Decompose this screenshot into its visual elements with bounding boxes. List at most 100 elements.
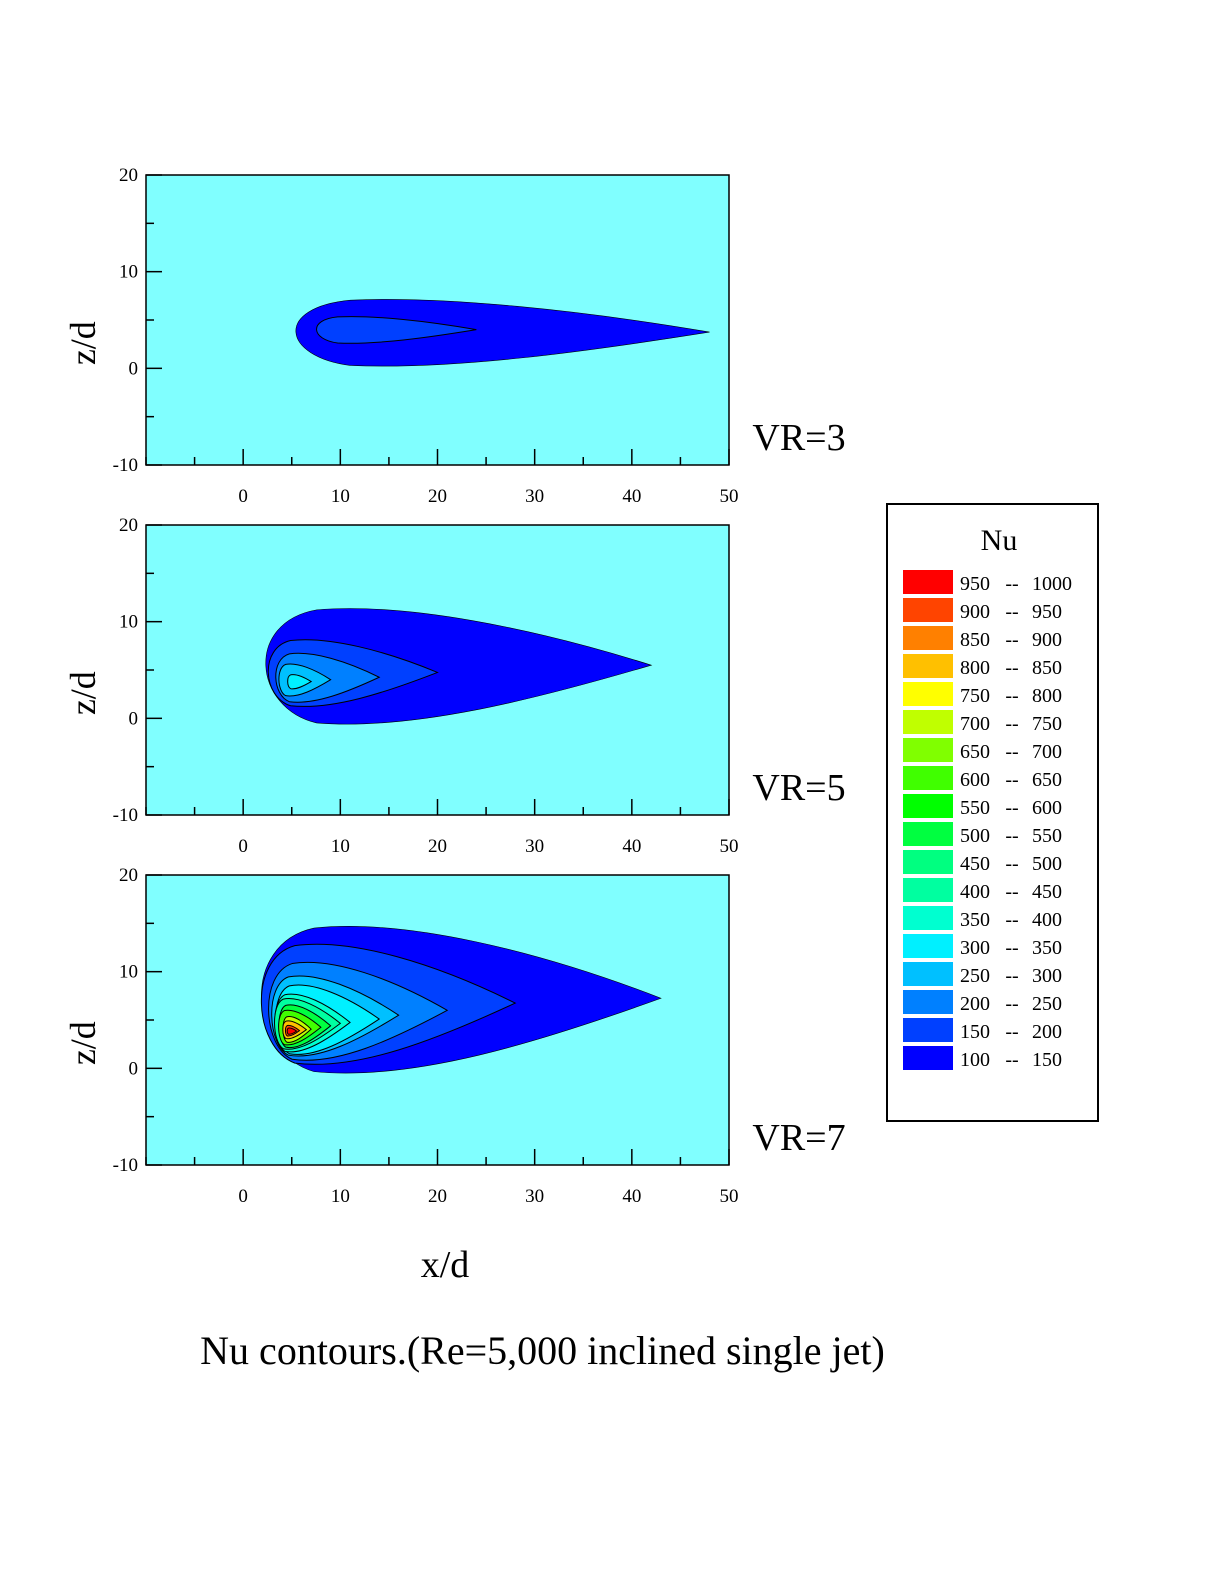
- legend-swatch: [903, 738, 953, 762]
- x-tick-label: 0: [238, 486, 248, 507]
- legend-title: Nu: [981, 524, 1018, 557]
- x-tick-label: 10: [331, 486, 350, 507]
- legend-range-low: 950: [960, 573, 990, 595]
- contour-regions: [295, 299, 710, 367]
- legend-range-sep: --: [1005, 909, 1018, 931]
- legend-swatch: [903, 710, 953, 734]
- y-axis-label: z/d: [63, 321, 103, 365]
- contour-region: [316, 316, 477, 344]
- figure-caption: Nu contours.(Re=5,000 inclined single je…: [200, 1328, 885, 1373]
- legend-swatch: [903, 654, 953, 678]
- legend-range-sep: --: [1005, 741, 1018, 763]
- legend-range-sep: --: [1005, 825, 1018, 847]
- legend-range-low: 900: [960, 601, 990, 623]
- legend-item: 800 -- 850: [903, 654, 1062, 679]
- legend-range-low: 600: [960, 769, 990, 791]
- legend-range-high: 700: [1032, 741, 1062, 763]
- legend-swatch: [903, 682, 953, 706]
- legend-swatch: [903, 794, 953, 818]
- x-tick-label: 50: [720, 836, 739, 857]
- legend-range-low: 850: [960, 629, 990, 651]
- x-tick-label: 20: [428, 836, 447, 857]
- panel-label: VR=7: [752, 1117, 845, 1159]
- x-tick-label: 40: [622, 486, 641, 507]
- panel-label: VR=5: [752, 767, 845, 809]
- legend-item: 450 -- 500: [903, 850, 1062, 875]
- legend-item: 500 -- 550: [903, 822, 1062, 847]
- y-axis-label: z/d: [63, 671, 103, 715]
- legend-range-low: 500: [960, 825, 990, 847]
- y-tick-label: -10: [113, 805, 138, 826]
- legend-swatch: [903, 1018, 953, 1042]
- legend-range-low: 250: [960, 965, 990, 987]
- legend-range-high: 300: [1032, 965, 1062, 987]
- legend-swatch: [903, 598, 953, 622]
- legend-range-sep: --: [1005, 937, 1018, 959]
- legend-range-high: 950: [1032, 601, 1062, 623]
- legend-item: 200 -- 250: [903, 990, 1062, 1015]
- x-axis-label: x/d: [421, 1244, 470, 1286]
- legend-swatch: [903, 934, 953, 958]
- legend-item: 400 -- 450: [903, 878, 1062, 903]
- y-tick-label: 20: [119, 165, 138, 186]
- legend-range-sep: --: [1005, 657, 1018, 679]
- legend-range-sep: --: [1005, 713, 1018, 735]
- legend-range-high: 1000: [1032, 573, 1072, 595]
- legend-range-high: 850: [1032, 657, 1062, 679]
- contour-region: [287, 674, 313, 690]
- legend-item: 550 -- 600: [903, 794, 1062, 819]
- legend-range-high: 200: [1032, 1021, 1062, 1043]
- legend-range-sep: --: [1005, 797, 1018, 819]
- legend-range-sep: --: [1005, 769, 1018, 791]
- legend-range-low: 200: [960, 993, 990, 1015]
- x-tick-label: 30: [525, 836, 544, 857]
- legend-range-high: 400: [1032, 909, 1062, 931]
- contour-panel: 0 10 20 30 40 50 -10 0 10 20 z/d VR=3: [63, 165, 846, 507]
- legend-swatch: [903, 906, 953, 930]
- legend-range-high: 600: [1032, 797, 1062, 819]
- legend-swatch: [903, 850, 953, 874]
- legend-range-low: 400: [960, 881, 990, 903]
- contour-regions: [260, 926, 662, 1074]
- x-tick-label: 0: [238, 836, 248, 857]
- y-tick-label: 10: [119, 962, 138, 983]
- y-axis-label: z/d: [63, 1021, 103, 1065]
- x-tick-label: 40: [622, 836, 641, 857]
- x-tick-label: 40: [622, 1186, 641, 1207]
- x-tick-label: 20: [428, 1186, 447, 1207]
- legend-range-sep: --: [1005, 1021, 1018, 1043]
- y-tick-label: 10: [119, 262, 138, 283]
- panel-label: VR=3: [752, 417, 845, 459]
- legend-item: 100 -- 150: [903, 1046, 1062, 1071]
- legend-item: 600 -- 650: [903, 766, 1062, 791]
- legend-range-sep: --: [1005, 1049, 1018, 1071]
- legend-swatch: [903, 570, 953, 594]
- legend-item: 700 -- 750: [903, 710, 1062, 735]
- x-tick-label: 50: [720, 486, 739, 507]
- legend-item: 350 -- 400: [903, 906, 1062, 931]
- y-tick-label: 0: [129, 708, 139, 729]
- legend-range-low: 650: [960, 741, 990, 763]
- legend-swatch: [903, 878, 953, 902]
- legend-range-sep: --: [1005, 573, 1018, 595]
- contour-region: [286, 1027, 298, 1035]
- legend-swatch: [903, 990, 953, 1014]
- legend-range-high: 650: [1032, 769, 1062, 791]
- contour-panels: 0 10 20 30 40 50 -10 0 10 20 z/d VR=3 0 10 20 30 40 50 -10…: [63, 165, 846, 1207]
- legend-range-low: 750: [960, 685, 990, 707]
- legend-item: 300 -- 350: [903, 934, 1062, 959]
- y-tick-label: 20: [119, 515, 138, 536]
- legend-swatch: [903, 1046, 953, 1070]
- legend-range-low: 150: [960, 1021, 990, 1043]
- y-tick-label: -10: [113, 1155, 138, 1176]
- contour-panel: 0 10 20 30 40 50 -10 0 10 20 z/d VR=5: [63, 515, 846, 857]
- y-tick-label: 10: [119, 612, 138, 633]
- x-tick-label: 0: [238, 1186, 248, 1207]
- y-tick-label: 0: [129, 1058, 139, 1079]
- x-tick-label: 10: [331, 836, 350, 857]
- x-tick-label: 30: [525, 1186, 544, 1207]
- legend-range-high: 450: [1032, 881, 1062, 903]
- legend-range-low: 450: [960, 853, 990, 875]
